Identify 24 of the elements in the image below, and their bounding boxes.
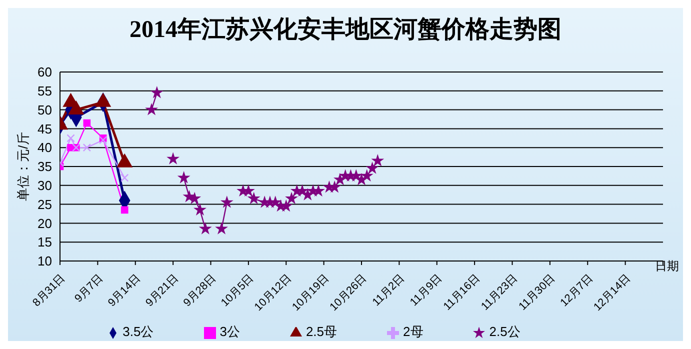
x-tick-label: 9月7日 xyxy=(72,272,106,305)
y-tick-label: 60 xyxy=(38,64,52,80)
y-axis-title: 单位：元/斤 xyxy=(16,132,31,201)
y-tick-label: 15 xyxy=(38,234,52,250)
legend-label: 2母 xyxy=(403,324,424,339)
y-tick-label: 45 xyxy=(38,121,52,136)
legend-label: 3公 xyxy=(220,324,240,339)
y-tick-label: 35 xyxy=(38,159,52,174)
legend-label: 2.5公 xyxy=(489,324,520,339)
x-tick-label: 9月21日 xyxy=(144,272,181,310)
y-tick-label: 20 xyxy=(38,216,52,231)
x-tick-label: 9月28日 xyxy=(181,272,218,310)
y-tick-label: 25 xyxy=(38,196,52,212)
y-tick-label: 30 xyxy=(38,178,52,194)
y-tick-label: 10 xyxy=(38,254,52,269)
y-tick-label: 40 xyxy=(38,140,52,156)
x-tick-label: 9月14日 xyxy=(106,272,144,310)
legend-label: 2.5母 xyxy=(306,324,338,339)
y-tick-label: 55 xyxy=(38,84,52,99)
chart-title: 2014年江苏兴化安丰地区河蟹价格走势图 xyxy=(128,15,562,45)
y-tick-label: 50 xyxy=(38,102,52,118)
x-tick-label: 11月2日 xyxy=(370,272,407,309)
x-tick-label: 8月31日 xyxy=(30,272,68,310)
legend-label: 3.5公 xyxy=(122,324,154,339)
